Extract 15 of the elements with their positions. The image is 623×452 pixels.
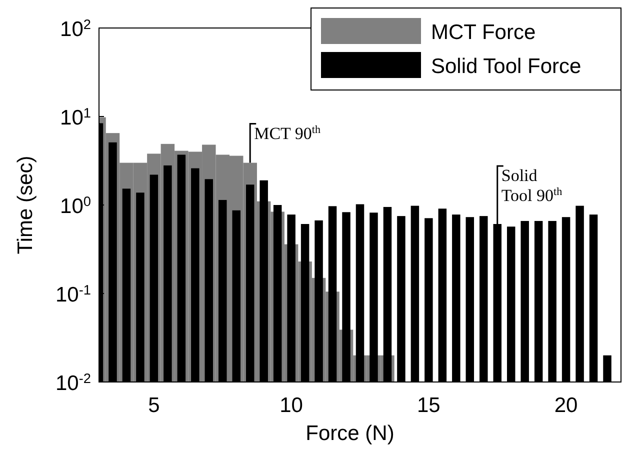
legend-label: Solid Tool Force xyxy=(431,55,582,78)
y-axis-title: Time (sec) xyxy=(14,156,37,254)
x-tick-label: 15 xyxy=(417,394,440,417)
x-tick-label: 10 xyxy=(280,394,303,417)
y-tick-label: 10$^{2}$ xyxy=(60,16,91,41)
x-tick-label: 5 xyxy=(148,394,160,417)
y-tick-label: 10$^{0}$ xyxy=(60,194,92,218)
y-tick-label: 10$^{-1}$ xyxy=(56,282,91,306)
y-tick-label: 10$^{1}$ xyxy=(60,105,91,130)
y-tick-label: 10$^{-2}$ xyxy=(56,370,91,395)
x-axis-title: Force (N) xyxy=(306,422,394,445)
x-tick-label: 20 xyxy=(554,394,578,417)
annotation: Solid Tool 90$^{th}$ xyxy=(501,166,563,205)
annotation: MCT 90$^{th}$ xyxy=(254,124,321,143)
legend-label: MCT Force xyxy=(431,21,536,44)
